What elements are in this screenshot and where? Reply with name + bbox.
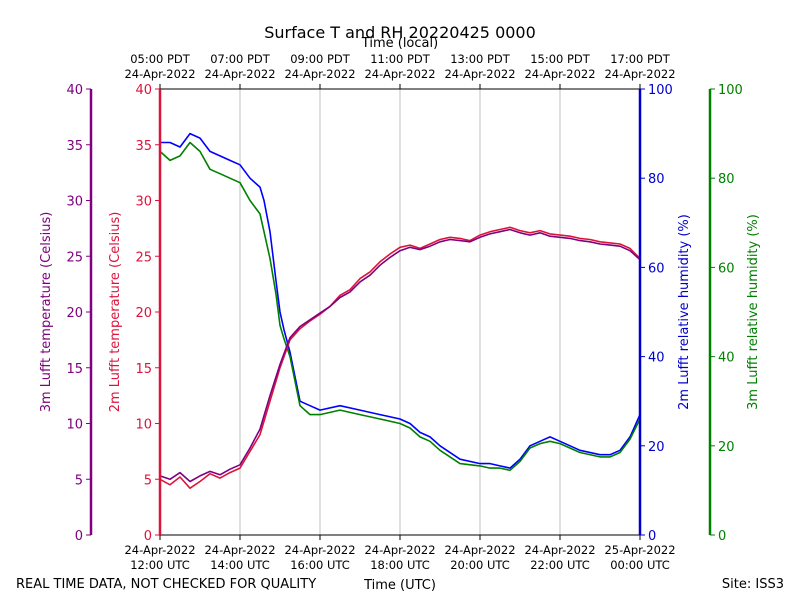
rh2-tick-label: 20 <box>648 440 665 455</box>
x-tick-label-bottom-time: 22:00 UTC <box>530 558 590 572</box>
axes: 0 5 10 15 20 25 30 35 40 3m Lufft temperature (Ce… <box>39 83 761 544</box>
x-tick-label-top-date: 24-Apr-2022 <box>284 67 355 81</box>
rh3-tick-label: 100 <box>718 83 743 98</box>
rh2-tick-label: 40 <box>648 351 665 366</box>
t2-tick-label: 35 <box>135 139 152 154</box>
x-tick-label-top-date: 24-Apr-2022 <box>444 67 515 81</box>
x-tick-label-bottom-time: 00:00 UTC <box>610 558 670 572</box>
x-tick-label-bottom-time: 16:00 UTC <box>290 558 350 572</box>
t3-tick-label: 40 <box>66 83 83 98</box>
x-tick-label-bottom-time: 18:00 UTC <box>370 558 430 572</box>
t3-tick-label: 30 <box>66 195 83 210</box>
rh3-tick-label: 20 <box>718 440 735 455</box>
x-tick-label-top-time: 07:00 PDT <box>210 52 271 66</box>
x-tick-label-bottom-time: 20:00 UTC <box>450 558 510 572</box>
x-tick-label-top-date: 24-Apr-2022 <box>124 67 195 81</box>
t3-tick-label: 35 <box>66 139 83 154</box>
x-tick-label-top-date: 24-Apr-2022 <box>524 67 595 81</box>
t3-tick-label: 10 <box>66 418 83 433</box>
x-tick-label-bottom-date: 24-Apr-2022 <box>524 543 595 557</box>
t2-tick-label: 0 <box>144 529 152 544</box>
t3-tick-label: 5 <box>75 473 83 488</box>
chart-title: Surface T and RH 20220425 0000 <box>264 23 536 42</box>
series-lines <box>159 132 641 490</box>
x-tick-label-top-time: 15:00 PDT <box>530 52 591 66</box>
x-tick-label-top-time: 17:00 PDT <box>610 52 671 66</box>
x-tick-label-bottom-time: 12:00 UTC <box>130 558 190 572</box>
x-tick-label-bottom-date: 24-Apr-2022 <box>364 543 435 557</box>
x-tick-label-top-time: 11:00 PDT <box>370 52 431 66</box>
t2-tick-label: 30 <box>135 195 152 210</box>
x-tick-label-bottom-date: 24-Apr-2022 <box>124 543 195 557</box>
x-tick-label-top-time: 09:00 PDT <box>290 52 351 66</box>
x-tick-label-top-date: 24-Apr-2022 <box>604 67 675 81</box>
rh2-tick-label: 100 <box>648 83 673 98</box>
site-label: Site: ISS3 <box>722 577 784 592</box>
t3-tick-label: 0 <box>75 529 83 544</box>
quality-notice: REAL TIME DATA, NOT CHECKED FOR QUALITY <box>16 577 316 592</box>
t2-tick-label: 5 <box>144 473 152 488</box>
x-tick-label-bottom-date: 24-Apr-2022 <box>284 543 355 557</box>
rh3-tick-label: 60 <box>718 261 735 276</box>
x-axis-label: Time (UTC) <box>363 578 436 593</box>
series-line-t2 <box>159 226 641 490</box>
t2-tick-label: 10 <box>135 418 152 433</box>
rh2-tick-label: 0 <box>648 529 656 544</box>
x-tick-label-top-date: 24-Apr-2022 <box>204 67 275 81</box>
rh3-axis-label: 3m Lufft relative humidity (%) <box>746 214 761 410</box>
rh3-tick-label: 80 <box>718 172 735 187</box>
rh2-tick-label: 80 <box>648 172 665 187</box>
x-tick-label-top-time: 13:00 PDT <box>450 52 511 66</box>
series-line-t3 <box>159 228 641 483</box>
t2-tick-label: 15 <box>135 362 152 377</box>
t2-tick-label: 20 <box>135 306 152 321</box>
grid-lines <box>239 89 561 535</box>
rh3-tick-label: 40 <box>718 351 735 366</box>
series-line-rh3 <box>159 141 641 472</box>
rh3-tick-label: 0 <box>718 529 726 544</box>
t3-tick-label: 25 <box>66 250 83 265</box>
x-tick-label-bottom-date: 24-Apr-2022 <box>444 543 515 557</box>
x-tick-label-bottom-time: 14:00 UTC <box>210 558 270 572</box>
t2-tick-label: 25 <box>135 250 152 265</box>
rh2-tick-label: 60 <box>648 261 665 276</box>
x-tick-label-bottom-date: 25-Apr-2022 <box>604 543 675 557</box>
t3-tick-label: 20 <box>66 306 83 321</box>
x-tick-label-top-time: 05:00 PDT <box>130 52 191 66</box>
x-tick-label-bottom-date: 24-Apr-2022 <box>204 543 275 557</box>
t2-tick-label: 40 <box>135 83 152 98</box>
rh2-axis-label: 2m Lufft relative humidity (%) <box>677 214 692 410</box>
x-axis-top-label: Time (local) <box>361 36 438 51</box>
series-line-rh2 <box>160 132 641 469</box>
t3-axis-label: 3m Lufft temperature (Celsius) <box>39 212 54 413</box>
x-tick-label-top-date: 24-Apr-2022 <box>364 67 435 81</box>
t3-tick-label: 15 <box>66 362 83 377</box>
t2-axis-label: 2m Lufft temperature (Celsius) <box>108 212 123 413</box>
